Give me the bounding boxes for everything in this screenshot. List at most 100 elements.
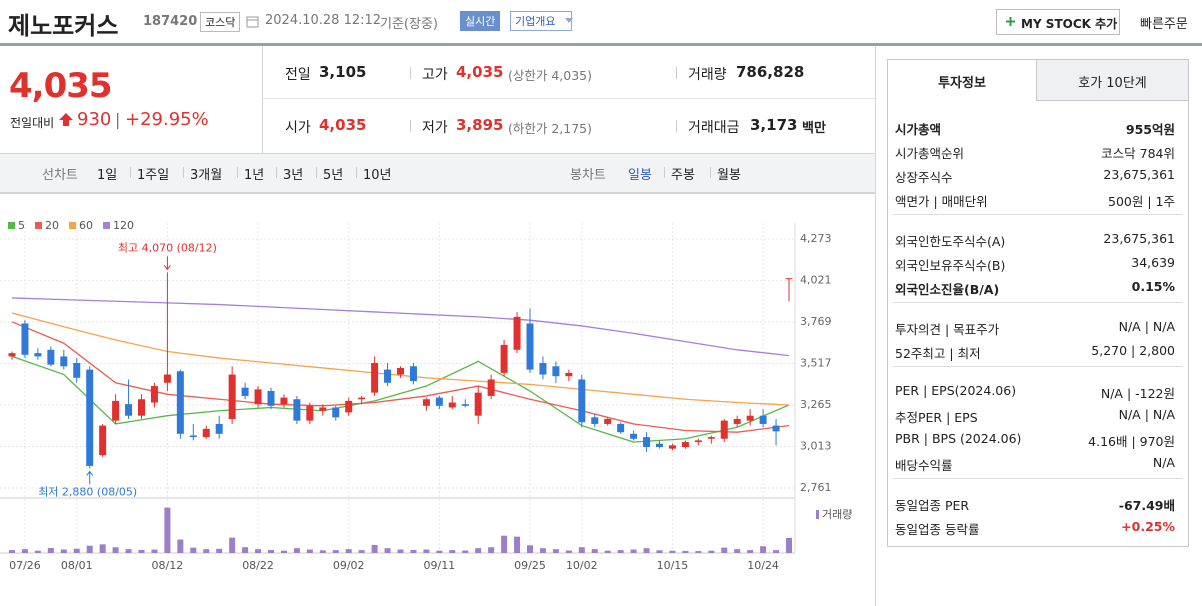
- candle-button[interactable]: 월봉: [717, 168, 741, 183]
- period-button[interactable]: 1일: [97, 168, 118, 183]
- divider: [262, 98, 875, 99]
- volume-bar: [514, 536, 521, 553]
- column-border: [875, 46, 876, 606]
- candle-body: [345, 400, 353, 413]
- divider: |: [115, 110, 121, 129]
- plus-icon: [1006, 17, 1015, 26]
- x-tick-label: 08/12: [152, 559, 184, 572]
- candle-body: [163, 374, 171, 383]
- divider: [356, 167, 357, 178]
- period-button[interactable]: 3년: [283, 168, 304, 183]
- info-label: 외국인소진율(B/A): [895, 282, 1000, 297]
- stat-value: 4,035: [456, 63, 504, 81]
- info-label: 외국인한도주식수(A): [895, 234, 1006, 249]
- stat-label: 시가: [285, 120, 311, 136]
- volume-bar: [21, 549, 28, 553]
- candle-body: [319, 407, 327, 411]
- info-row: 외국인보유주식수(B) 34,639: [893, 252, 1181, 274]
- volume-bar: [475, 548, 482, 553]
- volume-bar: [384, 548, 391, 553]
- ma-line: [11, 321, 790, 433]
- info-label: 추정PER | EPS: [895, 410, 978, 425]
- divider: [316, 167, 317, 178]
- stat-unit: 백만: [802, 121, 826, 136]
- info-panel: [887, 59, 1189, 547]
- candle-body: [371, 363, 379, 393]
- candle-body: [8, 353, 16, 357]
- legend-label: 60: [79, 219, 93, 232]
- candle-body: [435, 397, 443, 406]
- stat-value: 3,173: [750, 116, 798, 134]
- info-value: N/A | -122원: [1100, 386, 1175, 401]
- candle-body: [785, 278, 793, 280]
- candle-body: [99, 425, 107, 456]
- period-button[interactable]: 3개월: [190, 168, 223, 183]
- volume-bar: [319, 550, 326, 553]
- info-label: PER | EPS(2024.06): [895, 383, 1017, 398]
- y-tick-label: 3,265: [800, 398, 832, 411]
- volume-bar: [747, 550, 754, 553]
- info-label: 52주최고 | 최저: [895, 346, 981, 361]
- period-button[interactable]: 1주일: [137, 168, 170, 183]
- x-tick-label: 10/02: [566, 559, 598, 572]
- group-divider: [893, 366, 1183, 367]
- ma-line: [11, 355, 790, 443]
- divider: [262, 46, 263, 153]
- info-value: +0.25%: [1121, 519, 1175, 534]
- info-label: 액면가 | 매매단위: [895, 194, 988, 209]
- period-button[interactable]: 5년: [323, 168, 344, 183]
- period-button[interactable]: 10년: [363, 168, 392, 183]
- info-value: 5,270 | 2,800: [1091, 343, 1175, 358]
- volume-bar: [682, 550, 689, 553]
- legend-swatch: [103, 222, 110, 229]
- info-value: N/A | N/A: [1118, 407, 1175, 422]
- candle-body: [733, 418, 741, 424]
- info-label: PBR | BPS (2024.06): [895, 431, 1022, 446]
- volume-bar: [578, 547, 585, 553]
- info-label: 배당수익률: [895, 458, 953, 473]
- info-value: 955억원: [1125, 122, 1175, 137]
- info-value: 코스닥 784위: [1101, 146, 1175, 161]
- candle-body: [47, 349, 55, 365]
- volume-bar: [527, 545, 533, 553]
- volume-bar: [34, 550, 41, 553]
- candle-button[interactable]: 주봉: [671, 168, 695, 183]
- volume-bar: [177, 539, 184, 553]
- group-divider: [893, 478, 1183, 479]
- volume-bar: [617, 550, 624, 553]
- volume-legend-swatch: [816, 510, 819, 519]
- volume-bar: [229, 537, 236, 553]
- stat-value: 3,105: [319, 63, 367, 81]
- company-button[interactable]: 기업개요: [510, 11, 573, 31]
- volume-bar: [125, 549, 132, 553]
- candle-body: [552, 366, 560, 377]
- tab[interactable]: 호가 10단계: [1036, 60, 1188, 101]
- divider: [664, 167, 665, 178]
- volume-bar: [695, 551, 702, 553]
- divider: [183, 167, 184, 178]
- candle-body: [150, 386, 158, 403]
- info-row: 시가총액순위 코스닥 784위: [893, 140, 1181, 162]
- y-tick-label: 3,517: [800, 357, 832, 370]
- candle-body: [565, 372, 573, 377]
- mystock-button[interactable]: MY STOCK 추가: [996, 9, 1120, 35]
- volume-bar: [734, 549, 741, 553]
- tab-active[interactable]: 투자정보: [888, 60, 1036, 100]
- candle-body: [474, 392, 482, 416]
- x-tick-label: 09/02: [333, 559, 365, 572]
- candle-body: [384, 369, 392, 383]
- candle-body: [86, 369, 94, 466]
- volume-bar: [151, 549, 158, 553]
- period-button[interactable]: 1년: [244, 168, 265, 183]
- volume-bar: [73, 548, 80, 553]
- quick-order[interactable]: 빠른주문: [1140, 17, 1188, 32]
- realtime-badge[interactable]: 실시간: [460, 11, 501, 31]
- stat-label: 거래량: [688, 67, 727, 83]
- candle-body: [422, 399, 430, 406]
- info-value: 34,639: [1131, 255, 1175, 270]
- candle-button[interactable]: 일봉: [628, 168, 652, 183]
- line-chart-label: 선차트: [42, 168, 78, 183]
- group-divider: [893, 302, 1183, 303]
- volume-bar: [203, 549, 210, 553]
